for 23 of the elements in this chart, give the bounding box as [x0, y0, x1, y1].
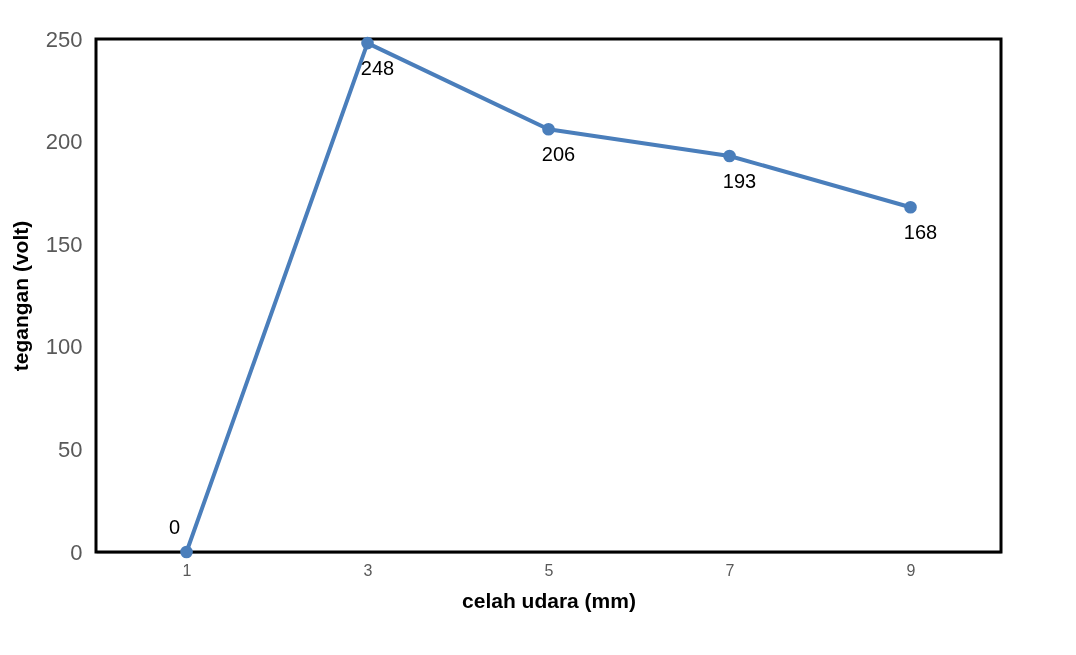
point — [180, 545, 193, 559]
y-tick-label: 150 — [45, 231, 83, 257]
point — [723, 149, 736, 163]
x-tick-label: 3 — [363, 561, 373, 579]
data-label: 206 — [541, 143, 576, 166]
y-tick-label: 0 — [70, 539, 83, 565]
y-axis-title: tegangan (volt) — [8, 220, 32, 372]
y-tick-label: 100 — [45, 334, 83, 360]
data-label: 193 — [722, 169, 757, 192]
data-label: 0 — [168, 516, 181, 538]
x-tick-label: 7 — [725, 561, 735, 579]
x-tick-label: 5 — [544, 561, 554, 579]
x-tick-label: 9 — [906, 561, 916, 579]
data-label: 248 — [360, 57, 395, 80]
point — [904, 200, 917, 214]
y-tick-label: 50 — [58, 436, 83, 462]
x-axis-title: celah udara (mm) — [462, 588, 636, 612]
y-tick-label: 250 — [45, 26, 83, 52]
point — [542, 122, 555, 136]
x-tick-label: 1 — [182, 561, 192, 579]
point — [361, 36, 374, 50]
data-label: 168 — [903, 221, 938, 244]
y-tick-label: 200 — [45, 129, 83, 155]
